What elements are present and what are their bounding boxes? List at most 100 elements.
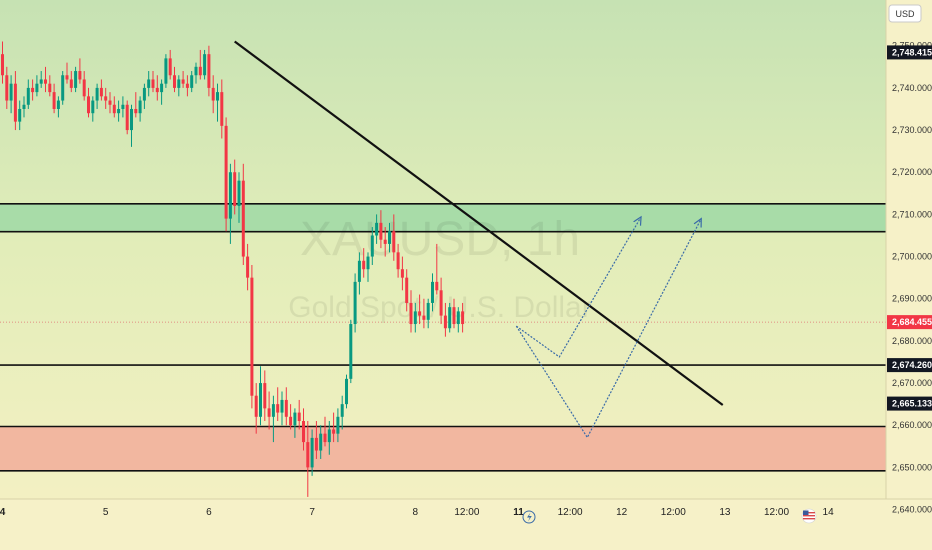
price-axis-panel[interactable] [886,0,932,550]
candle[interactable] [418,294,422,325]
projection-path-arrow[interactable] [516,217,641,358]
candle[interactable] [456,307,460,333]
candle[interactable] [65,62,69,84]
candle[interactable] [35,75,39,97]
candle[interactable] [26,79,30,109]
candle[interactable] [345,374,348,409]
candle[interactable] [52,83,56,114]
candle[interactable] [203,49,207,80]
candle[interactable] [297,399,301,430]
candle[interactable] [190,71,194,93]
candle[interactable] [228,163,232,244]
candle[interactable] [82,71,86,101]
candle[interactable] [443,302,447,337]
candle[interactable] [237,172,241,223]
candle[interactable] [117,100,121,122]
candle[interactable] [1,41,4,84]
candle[interactable] [284,387,288,426]
candle[interactable] [173,66,176,93]
candle[interactable] [108,92,112,114]
candle[interactable] [405,269,409,312]
candle[interactable] [56,96,60,118]
trendline[interactable] [234,40,724,406]
candle[interactable] [340,395,344,430]
candle[interactable] [353,273,357,333]
candle[interactable] [413,302,417,333]
candle[interactable] [13,71,17,131]
candle[interactable] [254,383,258,434]
candle[interactable] [177,75,181,97]
candle[interactable] [280,391,284,426]
candle[interactable] [435,243,439,295]
candle[interactable] [22,96,26,118]
candle[interactable] [362,248,366,278]
candle[interactable] [74,66,78,93]
candle[interactable] [134,92,138,118]
candle[interactable] [250,265,254,409]
candle[interactable] [366,252,370,282]
candle[interactable] [39,71,43,88]
candle[interactable] [78,58,82,84]
price-tag[interactable]: 2,748.415 [887,45,932,60]
candle[interactable] [263,370,267,422]
candle[interactable] [319,425,323,459]
price-tag[interactable]: 2,665.133 [887,396,932,411]
candle[interactable] [198,49,202,80]
candle[interactable] [392,214,396,261]
candle[interactable] [293,408,297,438]
candle[interactable] [9,75,13,114]
candle[interactable] [155,75,159,101]
candle[interactable] [302,408,305,451]
price-tag[interactable]: 2,674.260 [887,358,932,373]
candle[interactable] [306,421,310,497]
price-tag[interactable]: 2,684.455 [887,315,932,330]
candle[interactable] [112,96,116,118]
candle[interactable] [370,227,374,265]
candle[interactable] [185,75,189,97]
candle[interactable] [349,319,353,384]
candle[interactable] [388,222,391,253]
candle[interactable] [452,298,456,329]
candle[interactable] [271,395,275,443]
candle[interactable] [69,71,73,93]
candle[interactable] [233,159,237,215]
candle[interactable] [375,214,379,244]
candle[interactable] [336,408,340,443]
candle[interactable] [104,87,108,109]
resistance-zone[interactable] [0,203,886,232]
candle[interactable] [164,54,168,88]
us-flag-event-icon[interactable] [801,508,817,524]
support-zone[interactable] [0,426,886,471]
candle[interactable] [138,96,142,122]
candle[interactable] [91,96,95,122]
candle[interactable] [314,421,318,459]
candle[interactable] [147,71,151,97]
candle[interactable] [61,71,65,105]
time-axis-panel[interactable] [0,499,932,550]
candle[interactable] [422,298,426,329]
candle[interactable] [160,79,164,105]
candle[interactable] [259,366,262,426]
candle[interactable] [400,256,404,291]
candle[interactable] [87,87,90,118]
candle[interactable] [211,75,215,114]
candle[interactable] [142,83,146,109]
candle[interactable] [5,66,9,109]
candle[interactable] [125,100,129,135]
candle[interactable] [396,243,400,278]
candle[interactable] [332,412,336,443]
candle[interactable] [439,277,443,325]
candle[interactable] [461,302,465,333]
candle[interactable] [168,49,172,80]
candle[interactable] [379,210,383,249]
candle[interactable] [18,100,22,131]
candle[interactable] [241,163,245,265]
candle[interactable] [194,62,198,84]
candle[interactable] [95,83,99,109]
candle[interactable] [181,71,185,88]
candle[interactable] [220,79,224,139]
candle[interactable] [448,302,452,333]
candle[interactable] [151,71,155,93]
